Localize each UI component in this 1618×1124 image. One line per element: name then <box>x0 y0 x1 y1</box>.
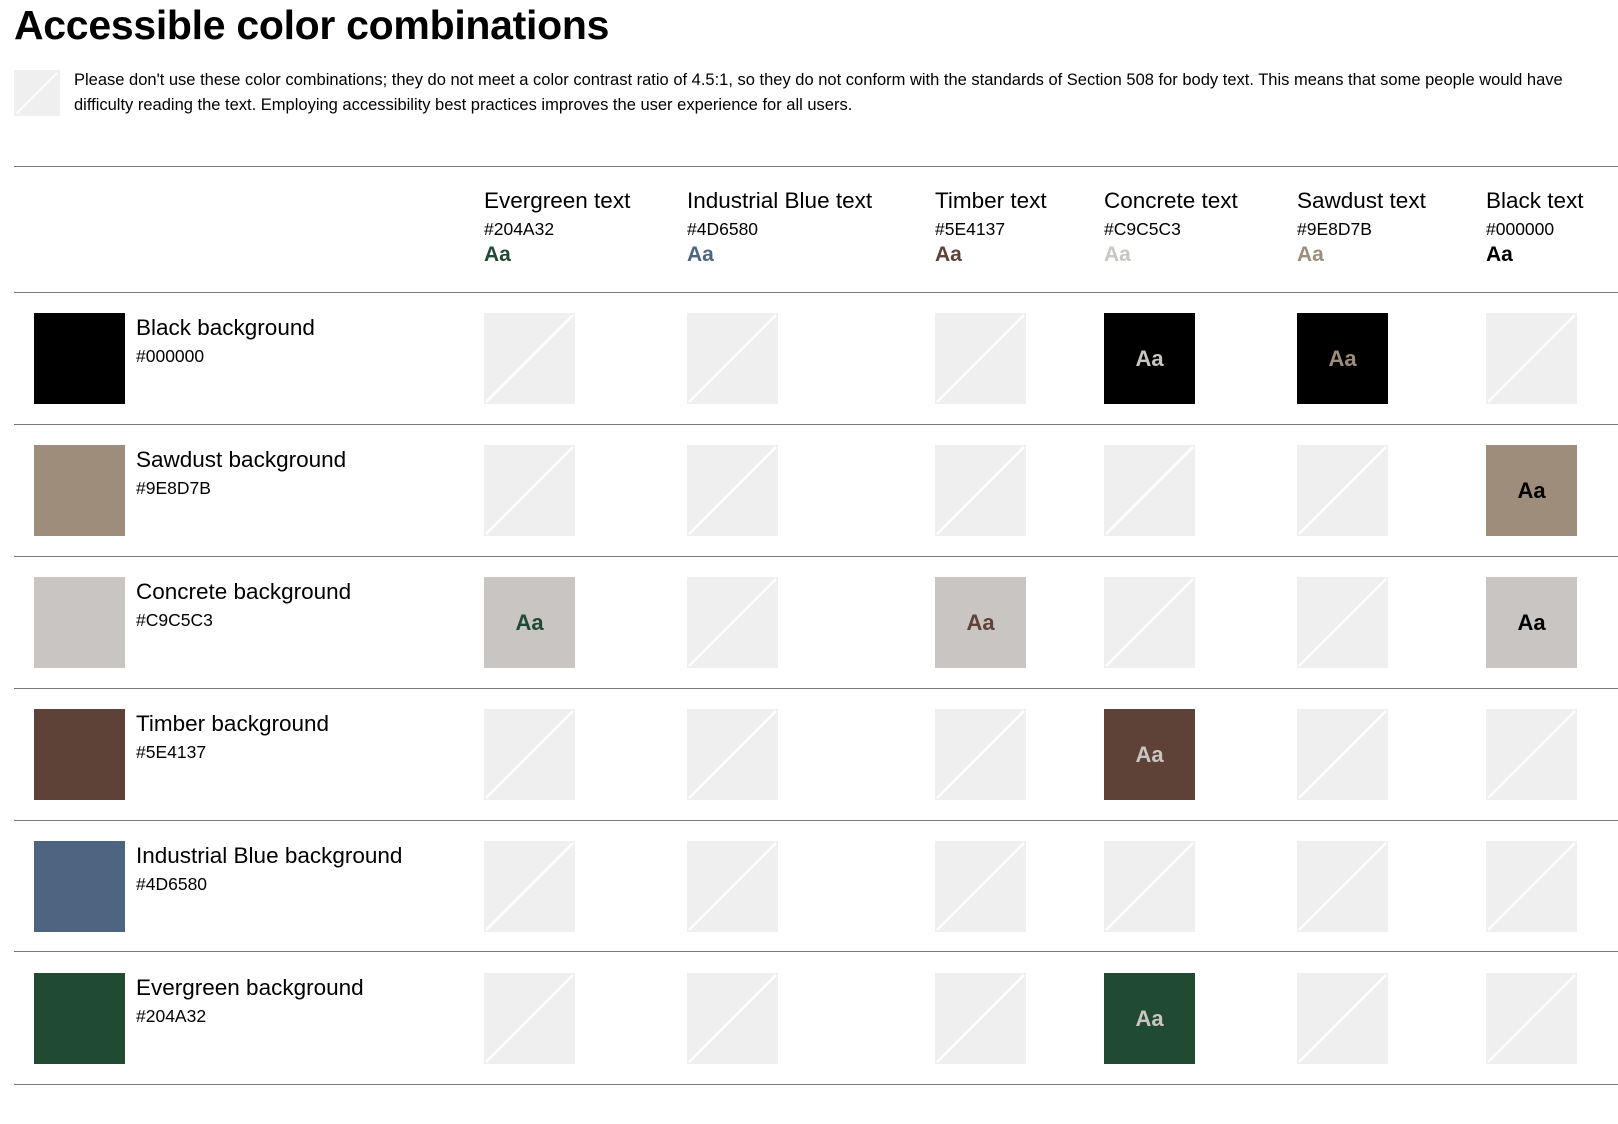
column-header: Concrete text #C9C5C3 Aa <box>1104 187 1238 268</box>
row-name: Concrete background <box>136 579 352 604</box>
background-swatch <box>34 841 125 932</box>
column-header: Sawdust text #9E8D7B Aa <box>1297 187 1426 268</box>
row-name: Timber background <box>136 711 330 736</box>
column-name: Timber text <box>935 188 1047 213</box>
background-swatch <box>34 973 125 1064</box>
table-divider <box>14 292 1618 293</box>
not-accessible-icon <box>687 973 778 1064</box>
not-accessible-icon <box>1297 709 1388 800</box>
not-accessible-icon <box>1486 709 1577 800</box>
column-header: Industrial Blue text #4D6580 Aa <box>687 187 872 268</box>
page-title: Accessible color combinations <box>14 2 610 48</box>
row-hex: #4D6580 <box>136 874 208 894</box>
background-swatch <box>34 445 125 536</box>
not-accessible-icon <box>1486 973 1577 1064</box>
table-divider <box>14 1084 1618 1085</box>
row-hex: #000000 <box>136 346 205 366</box>
not-accessible-icon <box>1486 841 1577 932</box>
table-divider <box>14 688 1618 689</box>
table-divider <box>14 556 1618 557</box>
not-accessible-icon <box>935 973 1026 1064</box>
not-accessible-icon <box>484 445 575 536</box>
not-accessible-icon <box>935 445 1026 536</box>
not-accessible-icon <box>484 841 575 932</box>
column-sample-text: Aa <box>687 243 714 266</box>
table-divider <box>14 951 1618 952</box>
column-name: Black text <box>1486 188 1584 213</box>
column-sample-text: Aa <box>484 243 511 266</box>
column-hex: #9E8D7B <box>1297 219 1372 239</box>
not-accessible-icon <box>687 841 778 932</box>
not-accessible-icon <box>935 313 1026 404</box>
column-header: Black text #000000 Aa <box>1486 187 1584 268</box>
column-hex: #4D6580 <box>687 219 759 239</box>
row-hex: #9E8D7B <box>136 478 211 498</box>
column-name: Concrete text <box>1104 188 1238 213</box>
not-accessible-icon <box>484 709 575 800</box>
column-header: Evergreen text #204A32 Aa <box>484 187 630 268</box>
not-accessible-icon <box>935 841 1026 932</box>
column-hex: #204A32 <box>484 219 555 239</box>
notice-text: Please don't use these color combination… <box>74 71 1563 114</box>
column-hex: #C9C5C3 <box>1104 219 1181 239</box>
column-sample-text: Aa <box>1486 243 1513 266</box>
not-accessible-icon <box>1486 313 1577 404</box>
column-sample-text: Aa <box>1297 243 1324 266</box>
table-divider <box>14 166 1618 167</box>
background-swatch <box>34 313 125 404</box>
accessible-combination-sample: Aa <box>1486 577 1577 668</box>
not-accessible-icon <box>484 313 575 404</box>
column-hex: #000000 <box>1486 219 1555 239</box>
row-name: Industrial Blue background <box>136 843 403 868</box>
not-accessible-icon <box>687 445 778 536</box>
accessible-combination-sample: Aa <box>1104 973 1195 1064</box>
accessible-combination-sample: Aa <box>1104 709 1195 800</box>
accessible-combination-sample: Aa <box>1486 445 1577 536</box>
not-accessible-icon <box>1297 577 1388 668</box>
not-accessible-icon <box>1297 445 1388 536</box>
row-name: Black background <box>136 315 315 340</box>
column-sample-text: Aa <box>935 243 962 266</box>
column-header: Timber text #5E4137 Aa <box>935 187 1047 268</box>
row-hex: #C9C5C3 <box>136 610 213 630</box>
accessible-combination-sample: Aa <box>484 577 575 668</box>
not-accessible-icon <box>687 709 778 800</box>
accessible-combination-sample: Aa <box>1104 313 1195 404</box>
not-accessible-icon <box>1297 841 1388 932</box>
not-accessible-icon <box>687 313 778 404</box>
accessible-combination-sample: Aa <box>1297 313 1388 404</box>
column-name: Evergreen text <box>484 188 631 213</box>
not-accessible-icon <box>1104 577 1195 668</box>
background-swatch <box>34 577 125 668</box>
table-divider <box>14 820 1618 821</box>
background-swatch <box>34 709 125 800</box>
row-hex: #204A32 <box>136 1006 207 1026</box>
not-accessible-icon <box>1297 973 1388 1064</box>
not-accessible-icon <box>1104 445 1195 536</box>
accessible-combination-sample: Aa <box>935 577 1026 668</box>
row-name: Evergreen background <box>136 975 364 1000</box>
not-accessible-icon <box>687 577 778 668</box>
not-accessible-swatch-icon <box>14 70 60 116</box>
column-name: Industrial Blue text <box>687 188 873 213</box>
not-accessible-icon <box>935 709 1026 800</box>
column-name: Sawdust text <box>1297 188 1426 213</box>
row-hex: #5E4137 <box>136 742 207 762</box>
not-accessible-icon <box>1104 841 1195 932</box>
not-accessible-icon <box>484 973 575 1064</box>
row-name: Sawdust background <box>136 447 347 472</box>
table-divider <box>14 424 1618 425</box>
column-sample-text: Aa <box>1104 243 1131 266</box>
column-hex: #5E4137 <box>935 219 1006 239</box>
